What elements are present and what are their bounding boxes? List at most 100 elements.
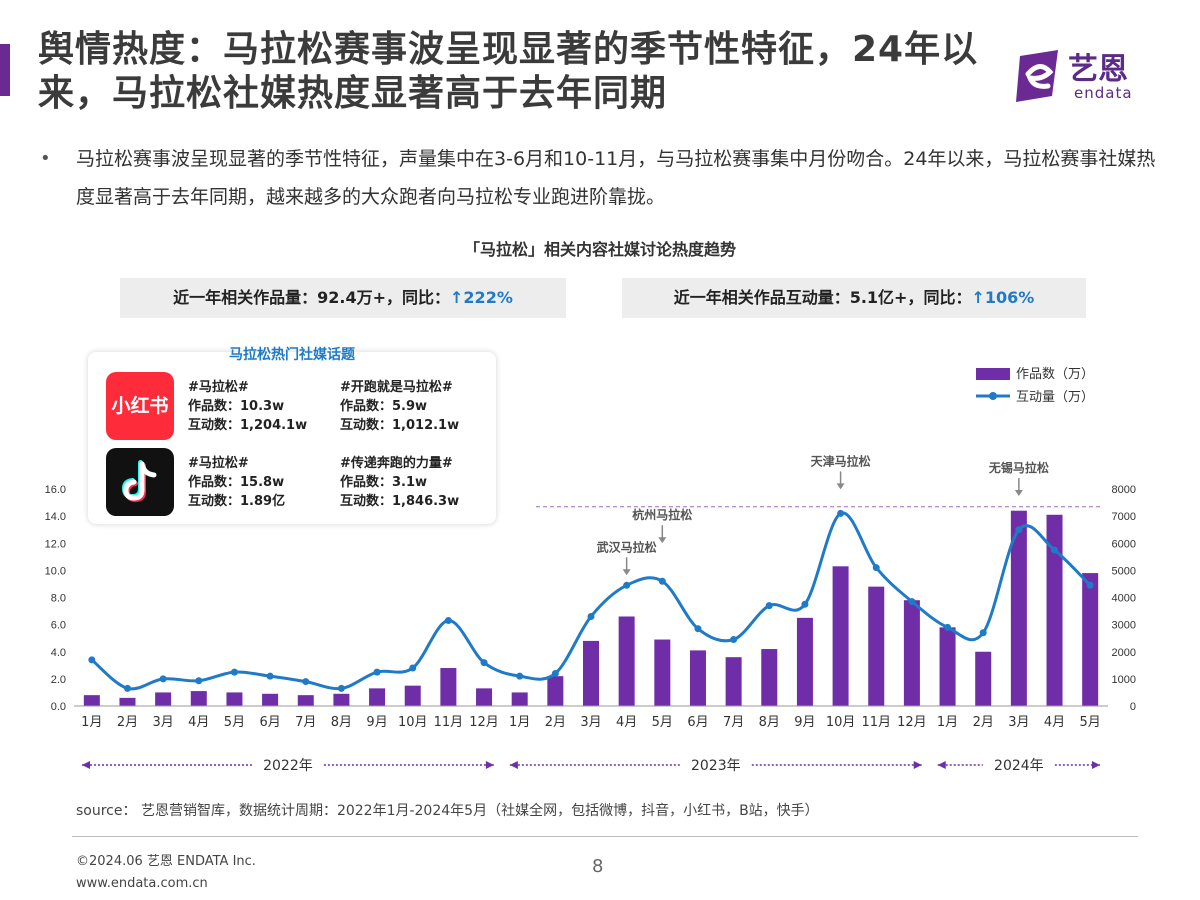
x-tick-label: 1月 <box>509 715 530 730</box>
bar <box>119 697 136 706</box>
bar <box>511 692 528 706</box>
bar <box>369 688 386 706</box>
bar <box>725 657 742 706</box>
event-annotation-arrow <box>622 569 631 576</box>
x-tick-label: 6月 <box>687 715 708 730</box>
y-right-tick-label: 0 <box>1130 701 1136 713</box>
bar <box>190 691 207 706</box>
bar <box>975 651 992 706</box>
trend-chart: 0.0 2.0 4.0 6.0 8.0 10.0 12.0 14.0 16.0 0 1000 2000… <box>45 367 1136 774</box>
logo-chinese-text: 艺恩 <box>1068 52 1128 87</box>
bar <box>262 693 279 706</box>
line-point <box>765 602 773 610</box>
line-point <box>266 672 274 680</box>
bar <box>297 695 314 706</box>
x-tick-label: 10月 <box>398 715 428 730</box>
line-point <box>88 656 96 664</box>
y-left-tick-label: 8.0 <box>51 593 66 605</box>
interaction-line <box>90 511 1092 691</box>
line-point <box>694 625 702 633</box>
line-point <box>551 669 559 677</box>
hot-topics-box: 马拉松热门社媒话题 小红书 #马拉松# 作品数：10.3w 互动数：1,204.… <box>88 347 496 524</box>
topic-interact: 互动数：1,012.1w <box>340 418 460 433</box>
tiktok-icon <box>106 448 174 516</box>
year-arrow-right <box>1092 761 1100 769</box>
x-tick-label: 9月 <box>794 715 815 730</box>
x-tick-label: 7月 <box>723 715 744 730</box>
bar <box>83 695 100 706</box>
line-point <box>159 675 167 683</box>
y-right-tick-label: 7000 <box>1112 511 1136 523</box>
line-point <box>409 664 417 672</box>
legend-bar-label: 作品数（万） <box>1016 367 1094 382</box>
x-tick-label: 2月 <box>117 715 138 730</box>
endata-logo: 艺恩 endata <box>1012 44 1162 108</box>
xiaohongshu-icon: 小红书 <box>106 372 174 440</box>
bar <box>547 676 564 706</box>
page-number: 8 <box>592 856 604 877</box>
x-tick-label: 12月 <box>469 715 499 730</box>
y-right-tick-label: 6000 <box>1112 538 1136 550</box>
website-link[interactable]: www.endata.com.cn <box>76 876 208 891</box>
y-left-tick-label: 14.0 <box>45 511 66 523</box>
y-left-tick-label: 0.0 <box>51 701 66 713</box>
bar <box>155 692 172 706</box>
x-tick-label: 1月 <box>81 715 102 730</box>
y-right-tick-label: 5000 <box>1112 565 1136 577</box>
event-annotation-label: 杭州马拉松 <box>632 507 692 522</box>
year-label: 2024年 <box>994 758 1044 774</box>
page-title: 舆情热度：马拉松赛事波呈现显著的季节性特征，24年以来，马拉松社媒热度显著高于去… <box>38 29 979 114</box>
bar <box>618 616 635 706</box>
y-right-tick-label: 8000 <box>1112 484 1136 496</box>
event-annotation-arrow <box>836 483 845 490</box>
year-arrow-left <box>82 761 90 769</box>
y-right-tick-label: 4000 <box>1112 593 1136 605</box>
line-point <box>801 600 809 608</box>
hot-topics-title: 马拉松热门社媒话题 <box>229 347 355 363</box>
legend-line-marker <box>989 392 997 400</box>
topic-tag: #马拉松# <box>188 380 249 395</box>
logo-english-text: endata <box>1074 84 1133 102</box>
x-tick-label: 8月 <box>759 715 780 730</box>
event-annotation-label: 武汉马拉松 <box>597 539 657 554</box>
line-point <box>195 677 203 685</box>
bar <box>654 639 671 706</box>
bar <box>761 649 778 706</box>
x-tick-label: 3月 <box>580 715 601 730</box>
line-point <box>480 659 488 667</box>
stat-interactions-label: 近一年相关作品互动量：5.1亿+，同比： <box>673 288 972 307</box>
legend-bar-swatch <box>976 368 1010 380</box>
x-tick-label: 3月 <box>152 715 173 730</box>
x-tick-label: 2月 <box>973 715 994 730</box>
x-tick-label: 11月 <box>861 715 891 730</box>
line-point <box>516 672 524 680</box>
topic-tag: #开跑就是马拉松# <box>340 380 453 395</box>
stat-interactions-value: ↑106% <box>971 288 1035 307</box>
line-point <box>837 509 845 517</box>
topic-works: 作品数：15.8w <box>188 475 285 490</box>
bar <box>903 600 920 706</box>
endata-logo-icon <box>1016 50 1058 102</box>
line-point <box>658 577 666 585</box>
x-tick-label: 5月 <box>224 715 245 730</box>
topic-xhs-2: #开跑就是马拉松# 作品数：5.9w 互动数：1,012.1w <box>340 378 459 435</box>
line-point <box>623 581 631 589</box>
x-tick-label: 2月 <box>545 715 566 730</box>
line-point <box>302 678 310 686</box>
x-tick-label: 12月 <box>897 715 927 730</box>
topic-dy-2: #传递奔跑的力量# 作品数：3.1w 互动数：1,846.3w <box>340 454 459 511</box>
title-accent-bar <box>0 44 10 96</box>
x-tick-label: 3月 <box>1008 715 1029 730</box>
event-annotation-label: 天津马拉松 <box>811 453 871 468</box>
event-annotation-arrow <box>658 537 667 544</box>
line-point <box>730 636 738 644</box>
line-point <box>979 629 987 637</box>
topic-interact: 互动数：1.89亿 <box>188 494 286 509</box>
stat-works: 近一年相关作品量：92.4万+，同比：↑222% <box>120 278 566 318</box>
year-arrow-left <box>937 761 946 769</box>
y-right-tick-label: 2000 <box>1112 647 1136 659</box>
x-tick-label: 1月 <box>937 715 958 730</box>
stat-works-value: ↑222% <box>450 288 513 307</box>
line-point <box>337 684 345 692</box>
bar <box>440 668 457 706</box>
